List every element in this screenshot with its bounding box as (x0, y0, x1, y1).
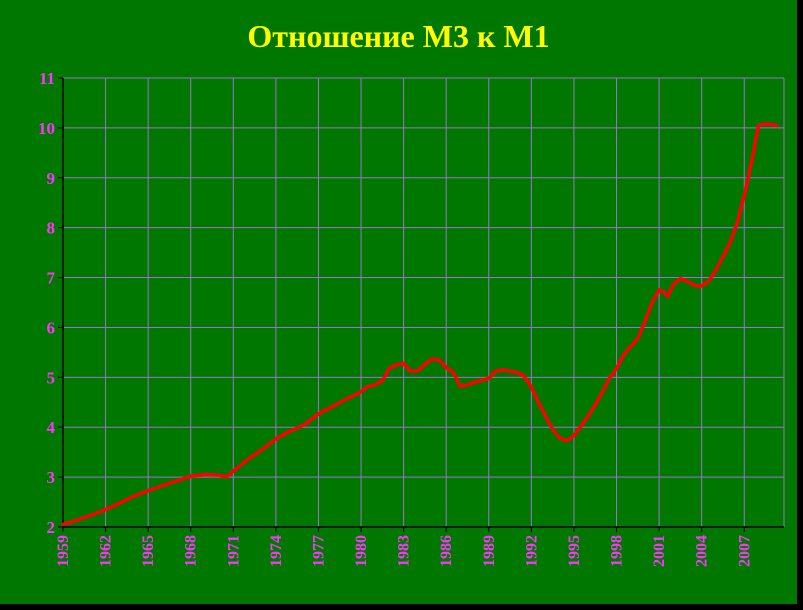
x-tick-label: 2001 (651, 535, 668, 567)
y-tick-label: 7 (47, 269, 56, 288)
y-tick-label: 10 (38, 119, 55, 138)
x-tick-label: 1995 (566, 535, 583, 567)
y-tick-label: 4 (47, 418, 56, 437)
x-tick-label: 2007 (736, 535, 753, 567)
x-tick-label: 1986 (438, 535, 455, 567)
y-tick-label: 6 (47, 318, 56, 337)
x-tick-label: 1968 (183, 535, 200, 567)
series-line (61, 122, 779, 527)
x-tick-label: 1965 (140, 535, 157, 567)
grid (63, 77, 785, 527)
axes (58, 77, 784, 532)
x-tick-label: 1983 (396, 535, 413, 567)
x-tick-label: 1992 (523, 535, 540, 567)
x-tick-label: 1998 (609, 535, 626, 567)
y-tick-label: 8 (47, 219, 56, 238)
y-tick-label: 2 (47, 518, 56, 537)
y-tick-label: 3 (47, 468, 56, 487)
x-tick-label: 1959 (55, 535, 72, 567)
x-tick-label: 1977 (310, 535, 327, 567)
series-layer (61, 122, 779, 527)
x-tick-label: 1989 (481, 535, 498, 567)
x-tick-labels: 1959 1962 1965 1968 1971 1974 1977 1980 1983 1986… (55, 535, 753, 567)
x-tick-label: 1980 (353, 535, 370, 567)
y-tick-label: 11 (39, 69, 55, 88)
x-tick-label: 1971 (225, 535, 242, 567)
y-tick-labels: 2 3 4 5 6 7 8 9 10 11 (38, 69, 56, 537)
y-tick-label: 9 (47, 169, 56, 188)
chart-title: Отношение М3 к М1 (247, 18, 550, 54)
x-tick-label: 1974 (268, 535, 285, 567)
y-tick-label: 5 (47, 368, 56, 387)
x-tick-label: 1962 (98, 535, 115, 567)
x-tick-label: 2004 (694, 535, 711, 567)
